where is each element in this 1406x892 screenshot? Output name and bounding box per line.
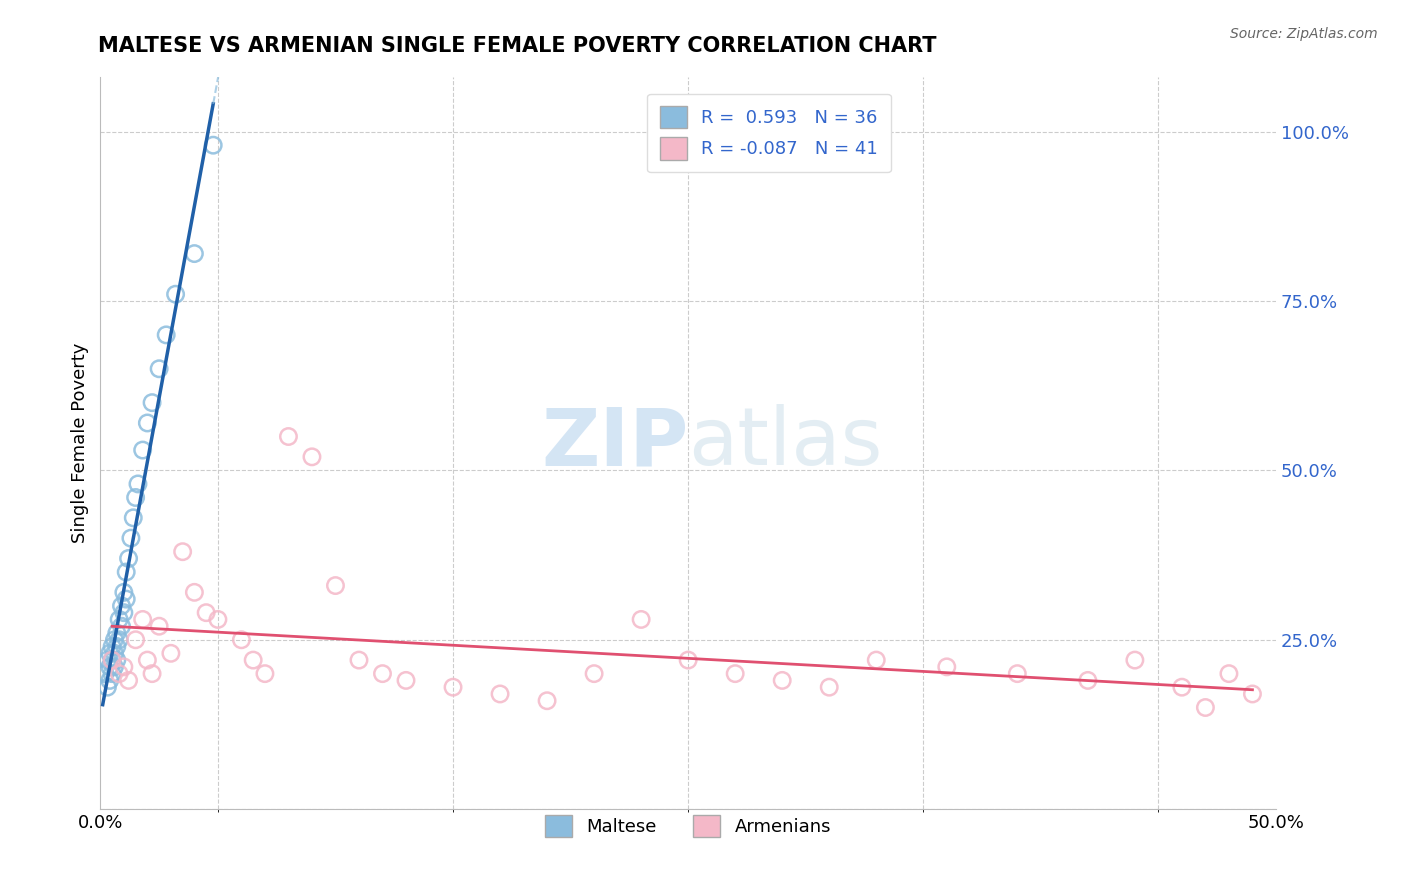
Point (108, 666, 131, 681)
Point (110, 619, 132, 633)
Point (131, 612, 153, 626)
Point (103, 660, 125, 674)
Text: atlas: atlas (688, 404, 883, 483)
Point (1171, 680, 1194, 694)
Point (148, 361, 170, 376)
Point (1123, 653, 1146, 667)
Point (108, 632, 131, 647)
Point (103, 646, 125, 660)
Point (724, 666, 747, 681)
Point (301, 450, 323, 464)
Point (630, 612, 652, 626)
Point (105, 626, 128, 640)
Point (231, 632, 253, 647)
Point (136, 653, 159, 667)
Point (115, 592, 138, 607)
Point (101, 666, 124, 681)
Point (441, 680, 464, 694)
Point (136, 416, 159, 430)
Point (96, 653, 118, 667)
Point (155, 327, 177, 342)
Point (770, 673, 793, 688)
Point (101, 640, 124, 654)
Point (94, 666, 117, 681)
Point (112, 660, 135, 674)
Point (120, 531, 142, 545)
Point (103, 632, 125, 647)
Point (124, 632, 146, 647)
Point (141, 395, 163, 409)
Point (141, 666, 163, 681)
Point (325, 578, 347, 592)
Point (195, 606, 218, 620)
Legend: Maltese, Armenians: Maltese, Armenians (538, 807, 838, 844)
Point (117, 551, 139, 566)
Point (183, 585, 205, 599)
Point (347, 653, 370, 667)
Point (101, 653, 124, 667)
Point (676, 653, 699, 667)
Point (115, 565, 138, 579)
Point (935, 660, 957, 674)
Point (183, 246, 205, 260)
Point (253, 666, 276, 681)
Point (148, 619, 170, 633)
Point (124, 491, 146, 505)
Point (202, 138, 225, 153)
Point (160, 646, 183, 660)
Point (105, 653, 128, 667)
Point (98, 673, 121, 688)
Point (242, 653, 264, 667)
Point (98, 660, 121, 674)
Point (1241, 687, 1264, 701)
Point (1077, 673, 1099, 688)
Point (122, 511, 145, 525)
Point (165, 287, 187, 301)
Point (489, 687, 512, 701)
Point (112, 585, 135, 599)
Point (395, 673, 418, 688)
Point (583, 666, 606, 681)
Point (1194, 700, 1216, 714)
Point (131, 443, 153, 458)
Point (110, 599, 132, 613)
Point (105, 640, 128, 654)
Point (865, 653, 887, 667)
Point (277, 429, 299, 443)
Point (96, 680, 118, 694)
Text: MALTESE VS ARMENIAN SINGLE FEMALE POVERTY CORRELATION CHART: MALTESE VS ARMENIAN SINGLE FEMALE POVERT… (98, 36, 936, 55)
Point (1218, 666, 1240, 681)
Text: Source: ZipAtlas.com: Source: ZipAtlas.com (1230, 27, 1378, 41)
Point (371, 666, 394, 681)
Point (207, 612, 229, 626)
Point (818, 680, 841, 694)
Point (1007, 666, 1029, 681)
Point (101, 653, 124, 667)
Text: ZIP: ZIP (541, 404, 688, 483)
Point (112, 606, 135, 620)
Point (98, 646, 121, 660)
Point (127, 477, 149, 491)
Point (536, 694, 558, 708)
Y-axis label: Single Female Poverty: Single Female Poverty (72, 343, 89, 543)
Point (172, 544, 194, 558)
Point (117, 673, 139, 688)
Point (108, 612, 131, 626)
